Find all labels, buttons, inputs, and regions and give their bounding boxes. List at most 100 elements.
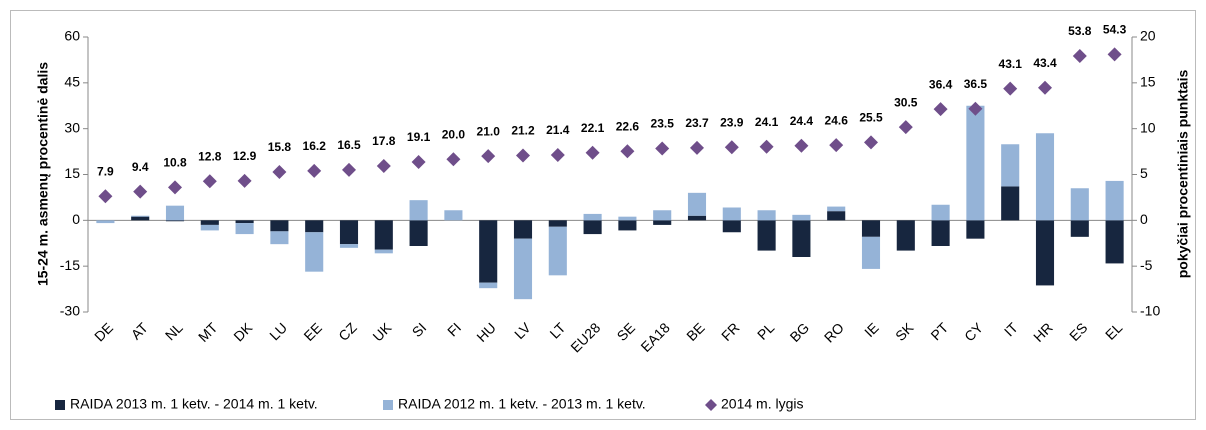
x-tick-label: EA18 [637, 319, 673, 355]
diamond [1072, 48, 1087, 63]
data-label: 7.9 [97, 164, 114, 178]
x-tick-label: BG [787, 319, 813, 345]
diamond [620, 144, 635, 159]
bar [896, 220, 915, 251]
bar [757, 220, 776, 251]
data-label: 20.0 [442, 127, 466, 141]
data-label: 10.8 [163, 156, 187, 170]
bar [548, 226, 567, 276]
bar [444, 210, 463, 221]
diamond [655, 141, 670, 156]
y2-tick-label: 15 [1140, 74, 1156, 90]
bar [305, 220, 324, 233]
y-tick-label: -15 [60, 257, 80, 273]
x-tick-label: MT [195, 319, 221, 345]
data-label: 21.4 [546, 123, 570, 137]
data-label: 36.5 [964, 77, 988, 91]
x-tick-label: CY [961, 319, 987, 345]
x-tick-label: BE [683, 319, 708, 344]
bar [409, 220, 428, 246]
data-label: 16.5 [337, 138, 361, 152]
data-label: 30.5 [894, 95, 918, 109]
bar [792, 220, 811, 257]
x-tick-label: DK [230, 319, 256, 345]
data-label: 43.4 [1033, 56, 1057, 70]
bar [1035, 220, 1055, 286]
diamond [759, 139, 774, 154]
frame [10, 10, 1196, 420]
data-label: 16.2 [303, 139, 327, 153]
bar [165, 220, 185, 222]
x-tick-label: HU [473, 319, 499, 345]
bar [653, 220, 672, 225]
bar [1105, 180, 1124, 221]
data-label: 21.0 [477, 124, 501, 138]
data-label: 25.5 [859, 111, 883, 125]
legend-label: RAIDA 2012 m. 1 ketv. - 2013 m. 1 ketv. [398, 396, 646, 412]
y-tick-label: 15 [64, 165, 80, 181]
legend-label: 2014 m. lygis [721, 396, 803, 412]
x-tick-label: IT [1001, 319, 1021, 339]
bar [270, 231, 289, 245]
data-label: 54.3 [1103, 23, 1127, 37]
data-label: 24.4 [790, 114, 814, 128]
bar [548, 220, 567, 227]
bar [618, 216, 637, 221]
x-tick-label: LT [546, 319, 568, 341]
diamond [550, 147, 565, 162]
x-tick-label: AT [128, 319, 152, 343]
bar [1001, 144, 1020, 187]
diamond [481, 149, 496, 164]
diamond [202, 174, 217, 189]
bar [131, 216, 150, 221]
diamond [516, 148, 530, 163]
bar [827, 211, 846, 221]
diamond [446, 152, 461, 167]
data-label: 9.4 [132, 160, 149, 174]
bar [374, 249, 393, 254]
diamond [829, 138, 844, 153]
bar [513, 220, 533, 239]
diamond [411, 154, 426, 169]
bar [1070, 220, 1089, 237]
diamond [968, 101, 983, 116]
data-label: 23.5 [651, 117, 675, 131]
bar [861, 220, 881, 237]
bar [792, 214, 811, 221]
legend-swatch [705, 399, 717, 411]
x-tick-label: LV [511, 319, 534, 342]
y2-tick-label: -5 [1140, 257, 1153, 273]
data-label: 24.6 [825, 113, 849, 127]
data-label: 22.6 [616, 119, 640, 133]
bar [687, 192, 707, 216]
bar [966, 220, 985, 239]
y2-axis-title: pokyčiai procentiniais punktais [1175, 70, 1191, 279]
diamond [898, 120, 913, 135]
data-label: 19.1 [407, 130, 431, 144]
x-tick-label: PL [754, 319, 778, 343]
bar [235, 220, 254, 224]
bar [618, 220, 637, 231]
x-tick-label: RO [821, 319, 847, 345]
bar [931, 204, 950, 221]
y2-tick-label: 5 [1140, 165, 1148, 181]
data-label: 17.8 [372, 134, 396, 148]
y-tick-label: 0 [72, 211, 80, 227]
diamond [585, 145, 600, 160]
x-tick-label: PT [927, 319, 951, 343]
diamond [690, 140, 704, 155]
diamond [864, 135, 878, 150]
bar [479, 282, 498, 289]
data-label: 36.4 [929, 77, 953, 91]
bar [305, 232, 324, 272]
bar [200, 224, 219, 231]
bar [513, 238, 533, 300]
data-label: 23.7 [685, 116, 709, 130]
bar [339, 244, 359, 248]
diamond [342, 162, 356, 177]
diamond [168, 180, 182, 195]
bar [757, 210, 776, 221]
diamond [1038, 80, 1052, 95]
bar [861, 236, 881, 269]
diamond [1107, 47, 1122, 62]
